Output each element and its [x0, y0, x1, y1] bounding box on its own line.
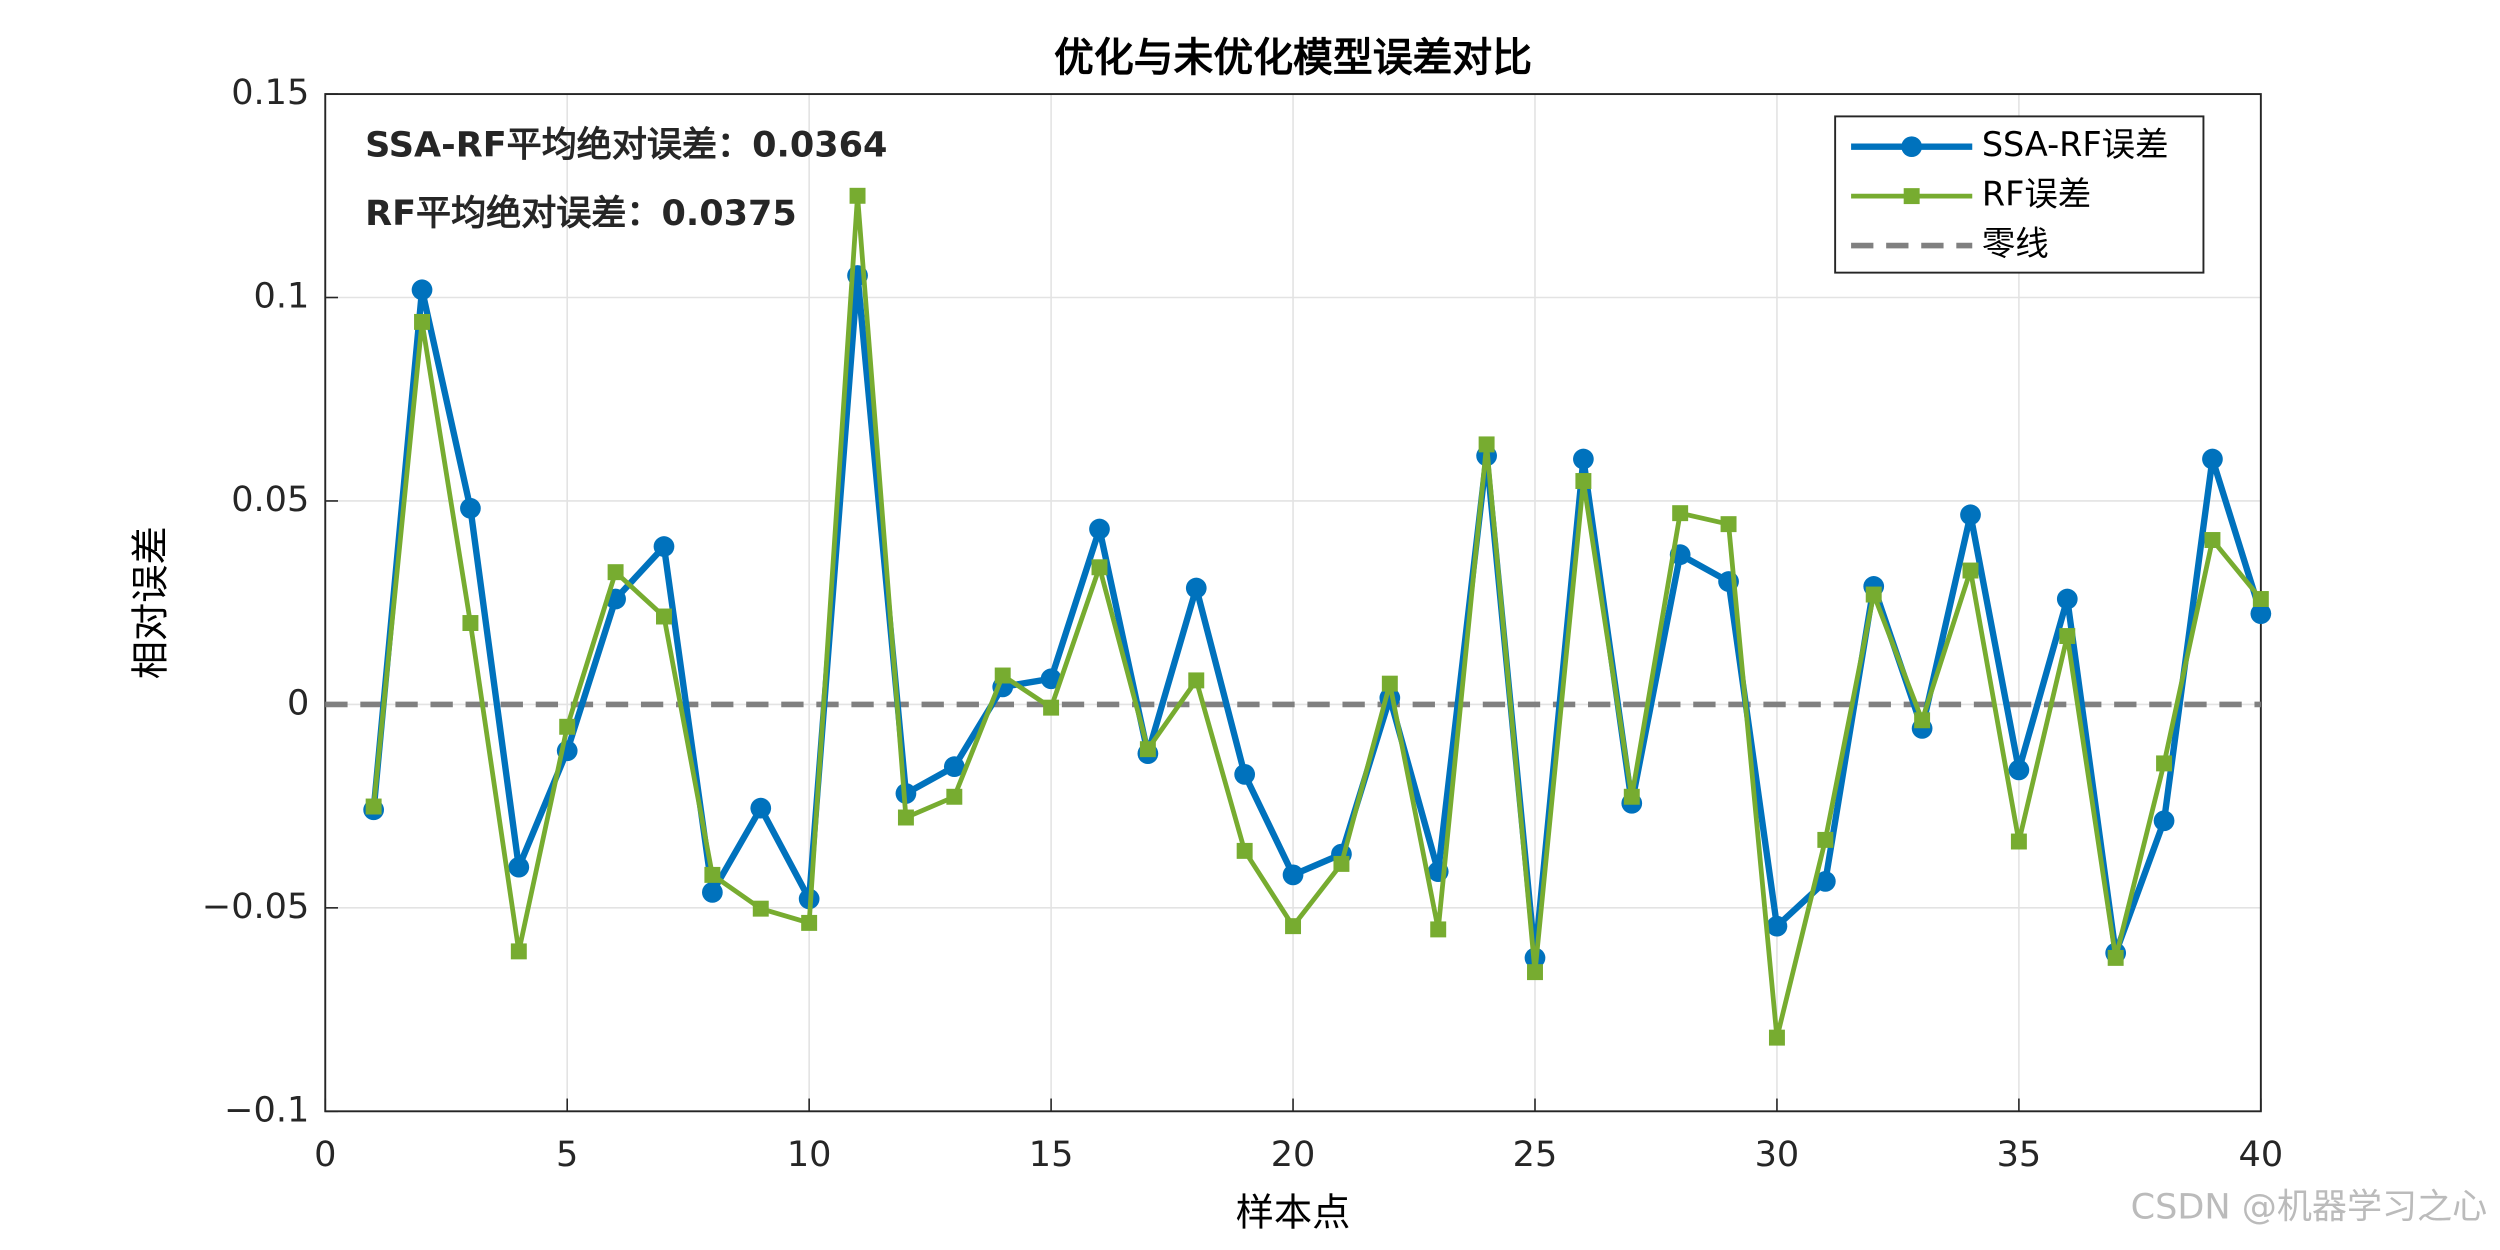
x-tick-label: 35 — [1997, 1134, 2042, 1175]
watermark: CSDN @机器学习之心 — [2131, 1187, 2488, 1228]
point — [1236, 842, 1253, 859]
chart-title: 优化与未优化模型误差对比 — [1054, 35, 1532, 81]
point — [1766, 915, 1788, 937]
point — [1573, 448, 1594, 470]
legend-label: SSA-RF误差 — [1982, 125, 2169, 164]
point — [2204, 532, 2221, 548]
point — [1865, 586, 1882, 603]
point — [1285, 918, 1302, 935]
x-tick-label: 40 — [2239, 1134, 2284, 1175]
point — [462, 615, 479, 631]
point — [1185, 577, 1207, 599]
series-line — [371, 193, 2263, 1041]
point — [849, 187, 866, 204]
point — [460, 497, 481, 519]
point — [2252, 591, 2269, 607]
point — [2010, 833, 2027, 850]
point — [1914, 712, 1931, 729]
point — [559, 718, 576, 735]
point — [1234, 764, 1256, 785]
point — [2153, 810, 2175, 832]
point — [1817, 831, 1834, 848]
legend-label: RF误差 — [1982, 175, 2091, 214]
x-tick-label: 20 — [1271, 1134, 1316, 1175]
point — [656, 608, 672, 625]
y-tick-label: −0.05 — [202, 886, 309, 927]
point — [1188, 672, 1205, 689]
point — [510, 943, 527, 960]
point — [411, 279, 433, 301]
point — [1768, 1029, 1785, 1046]
x-axis-label: 样本点 — [1236, 1190, 1351, 1235]
x-tick-label: 30 — [1755, 1134, 1800, 1175]
point — [946, 788, 963, 805]
point — [1282, 864, 1304, 886]
legend-marker — [1903, 188, 1920, 205]
y-axis-label: 相对误差 — [129, 526, 174, 679]
point — [2056, 588, 2078, 610]
legend-marker — [1901, 136, 1923, 158]
point — [1430, 921, 1447, 938]
point — [994, 667, 1011, 684]
point — [1814, 871, 1836, 892]
point — [897, 809, 914, 826]
point — [801, 914, 818, 931]
x-tick-label: 25 — [1513, 1134, 1558, 1175]
point — [508, 856, 530, 878]
point — [2008, 759, 2030, 781]
y-tick-label: −0.1 — [224, 1089, 309, 1130]
point — [2107, 949, 2124, 966]
point — [1623, 788, 1640, 805]
point — [1089, 518, 1110, 540]
point — [752, 900, 769, 917]
point — [1720, 516, 1737, 533]
point — [1960, 504, 1981, 526]
legend-label: 零线 — [1982, 224, 2049, 263]
point — [1478, 436, 1495, 453]
point — [365, 798, 382, 815]
x-tick-label: 10 — [787, 1134, 832, 1175]
point — [414, 313, 431, 330]
y-tick-label: 0.05 — [231, 479, 309, 520]
point — [1527, 964, 1543, 981]
point — [1672, 505, 1689, 522]
point — [1381, 675, 1398, 692]
point — [2250, 603, 2272, 625]
point — [1333, 855, 1350, 872]
point — [1962, 562, 1979, 579]
annotation: RF平均绝对误差：0.0375 — [365, 193, 797, 234]
point — [704, 866, 721, 883]
y-tick-label: 0 — [287, 682, 309, 723]
point — [1040, 668, 1062, 690]
point — [2202, 448, 2223, 470]
y-tick-label: 0.1 — [254, 276, 310, 317]
point — [607, 564, 624, 581]
point — [702, 882, 723, 903]
point — [2059, 628, 2076, 645]
point — [1575, 473, 1592, 489]
point — [943, 756, 965, 778]
point — [1091, 559, 1108, 576]
point — [653, 536, 675, 557]
x-tick-label: 15 — [1029, 1134, 1074, 1175]
series-line — [370, 272, 2264, 962]
x-tick-label: 0 — [314, 1134, 336, 1175]
point — [2156, 755, 2173, 772]
point — [1043, 699, 1060, 716]
y-tick-label: 0.15 — [231, 72, 309, 113]
point — [750, 797, 772, 819]
x-tick-label: 5 — [556, 1134, 578, 1175]
annotation: SSA-RF平均绝对误差：0.0364 — [365, 125, 887, 166]
point — [1139, 741, 1156, 758]
